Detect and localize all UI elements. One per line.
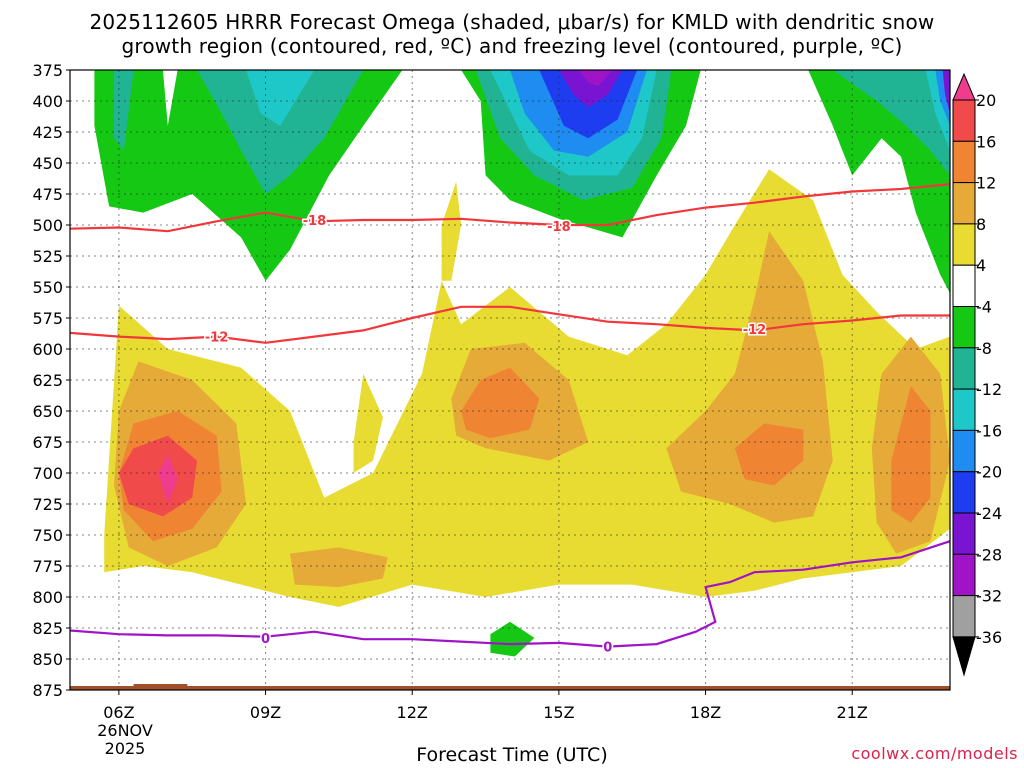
contour-label: -18 — [547, 220, 571, 235]
chart-title-line-1: 2025112605 HRRR Forecast Omega (shaded, … — [89, 10, 935, 34]
colorbar-label: -24 — [976, 504, 1002, 523]
y-tick-label: 825 — [32, 619, 63, 638]
date-day-label: 26NOV — [97, 721, 153, 740]
y-tick-label: 850 — [32, 650, 63, 669]
chart-title-line-2: growth region (contoured, red, ºC) and f… — [121, 34, 903, 58]
x-tick-label: 18Z — [690, 703, 721, 722]
y-tick-label: 375 — [32, 61, 63, 80]
colorbar-bin — [952, 595, 976, 638]
y-tick-label: 700 — [32, 464, 63, 483]
y-tick-label: 450 — [32, 154, 63, 173]
omega-region-20-13 — [158, 454, 178, 504]
x-tick-label: 06Z — [103, 703, 134, 722]
colorbar-label: -36 — [976, 628, 1002, 647]
y-tick-label: 525 — [32, 247, 63, 266]
colorbar-label: -32 — [976, 587, 1002, 606]
omega-region--24-28 — [558, 70, 623, 108]
x-axis-title: Forecast Time (UTC) — [416, 744, 608, 766]
omega-region--28-30 — [578, 70, 613, 87]
colorbar-label: 20 — [976, 91, 996, 110]
y-tick-label: 725 — [32, 495, 63, 514]
omega-shading — [94, 70, 950, 657]
omega-region-4-2 — [353, 373, 383, 473]
colorbar-bin — [952, 429, 976, 473]
omega-region-4-1 — [441, 181, 462, 281]
colorbar-bin — [952, 264, 976, 308]
colorbar-bin — [952, 388, 976, 431]
contour-line--18 — [70, 183, 950, 233]
omega-region-12-10 — [734, 423, 804, 486]
colorbar-bin — [952, 512, 976, 555]
colorbar-bin — [952, 347, 976, 390]
y-tick-label: 500 — [32, 216, 63, 235]
date-year-label: 2025 — [104, 739, 146, 758]
omega-region-8-7 — [290, 547, 388, 588]
colorbar-bin — [952, 306, 976, 349]
colorbar-top-arrow — [952, 72, 976, 101]
y-tick-label: 425 — [32, 123, 63, 142]
y-tick-label: 600 — [32, 340, 63, 359]
colorbar-label: -20 — [976, 463, 1002, 482]
colorbar-label: 4 — [976, 256, 986, 275]
x-tick-label: 09Z — [250, 703, 281, 722]
colorbar-label: 16 — [976, 132, 996, 151]
omega-region-12-9 — [461, 367, 540, 439]
contour-label: -12 — [205, 331, 229, 346]
colorbar-bin — [952, 140, 976, 184]
omega-region-16-12 — [118, 435, 198, 517]
contour-line--12 — [70, 305, 950, 344]
colorbar-bin — [952, 223, 976, 266]
y-tick-label: 775 — [32, 557, 63, 576]
x-tick-label: 21Z — [837, 703, 868, 722]
terrain-strip — [70, 684, 950, 690]
contour-label: -18 — [303, 214, 327, 229]
y-tick-label: 625 — [32, 371, 63, 390]
y-tick-label: 475 — [32, 185, 63, 204]
y-tick-label: 575 — [32, 309, 63, 328]
x-tick-label: 15Z — [543, 703, 574, 722]
terrain-bump — [133, 684, 188, 687]
y-tick-label: 400 — [32, 92, 63, 111]
omega-region--8-21 — [832, 70, 950, 176]
omega-region-12-11 — [891, 386, 931, 523]
colorbar-label: 8 — [976, 215, 986, 234]
colorbar: 20 16 12 8 4 -4 -8 -12 -16 -20 -24 -28 -32 -36 — [952, 72, 1002, 677]
colorbar-label: -28 — [976, 545, 1002, 564]
contour-line-0 — [70, 540, 950, 648]
omega-region--12-22 — [246, 70, 315, 126]
colorbar-bin — [952, 99, 976, 142]
contour-label: 0 — [603, 641, 612, 656]
terrain-fill — [70, 686, 950, 690]
colorbar-label: -16 — [976, 421, 1002, 440]
colorbar-bottom-arrow — [952, 636, 976, 677]
contour-label: -12 — [743, 323, 767, 338]
colorbar-label: 12 — [976, 174, 996, 193]
omega-region--24-29 — [942, 70, 950, 114]
colorbar-label: -12 — [976, 380, 1002, 399]
y-tick-label: 550 — [32, 278, 63, 297]
contour-label: 0 — [261, 632, 270, 647]
colorbar-bin — [952, 553, 976, 597]
colorbar-label: -8 — [976, 339, 992, 358]
y-tick-label: 875 — [32, 681, 63, 700]
colorbar-bin — [952, 182, 976, 225]
omega-region--4-17 — [490, 621, 535, 657]
y-tick-label: 750 — [32, 526, 63, 545]
y-tick-label: 650 — [32, 402, 63, 421]
y-tick-label: 800 — [32, 588, 63, 607]
colorbar-bin — [952, 471, 976, 514]
y-tick-label: 675 — [32, 433, 63, 452]
colorbar-label: -4 — [976, 298, 992, 317]
site-credit: coolwx.com/models — [851, 744, 1018, 763]
x-tick-label: 12Z — [397, 703, 428, 722]
